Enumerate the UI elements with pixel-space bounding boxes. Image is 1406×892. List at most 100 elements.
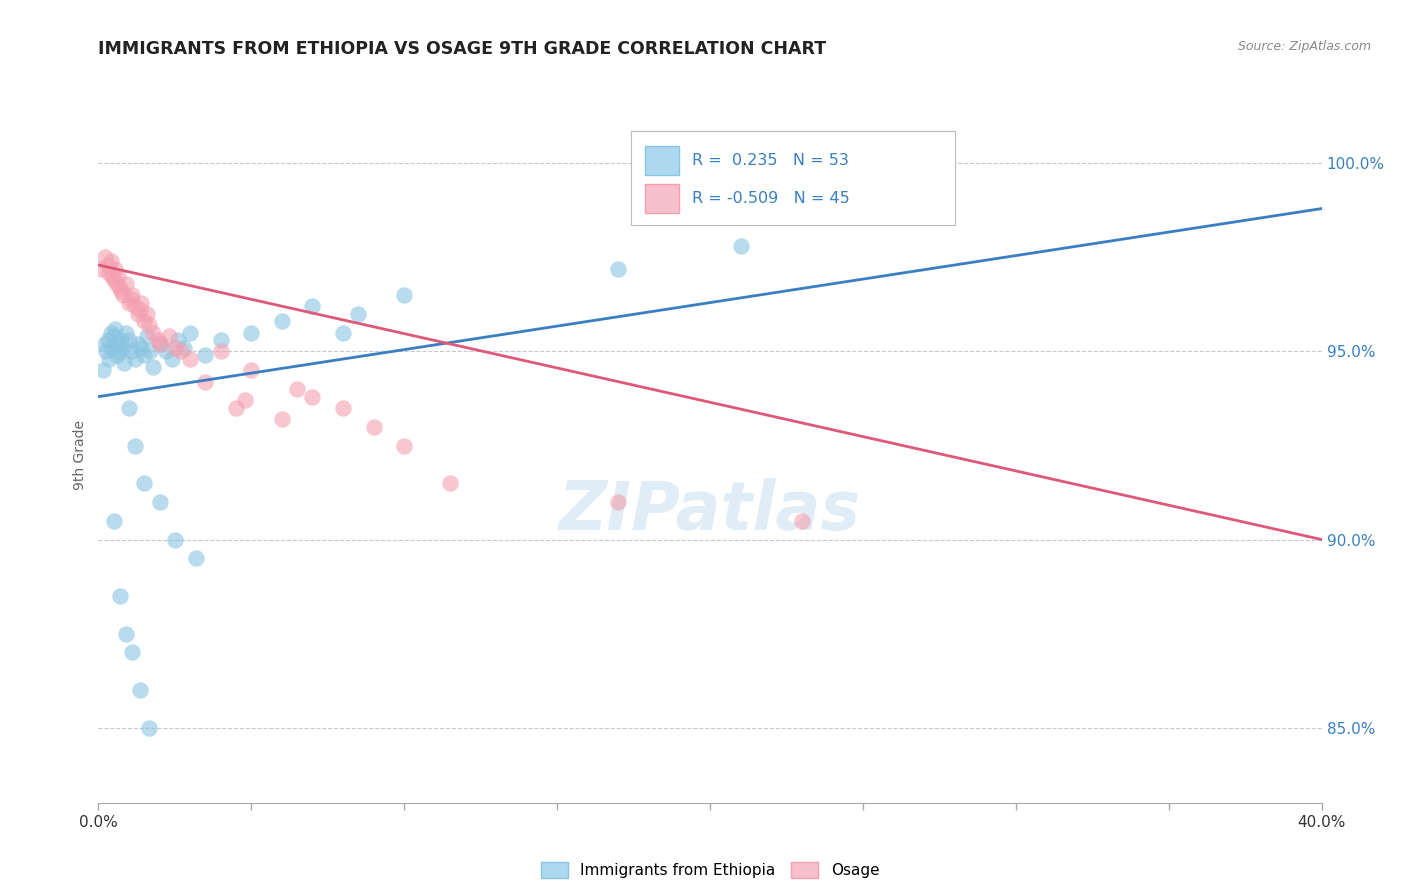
Text: ZIPatlas: ZIPatlas <box>560 477 860 543</box>
Point <box>93 251 115 265</box>
FancyBboxPatch shape <box>645 146 679 175</box>
Point <box>101 341 124 355</box>
Point <box>163 533 186 547</box>
Point <box>138 721 160 735</box>
Point <box>103 514 125 528</box>
Point <box>139 344 162 359</box>
Point <box>285 382 308 396</box>
Point <box>97 258 120 272</box>
Point <box>110 285 132 299</box>
Point <box>115 326 138 340</box>
Point <box>134 314 156 328</box>
Point <box>142 359 165 374</box>
Point <box>121 288 143 302</box>
Point <box>138 318 160 333</box>
Point <box>108 589 131 603</box>
Point <box>730 239 752 253</box>
Point <box>194 375 217 389</box>
Point <box>240 363 263 377</box>
Point <box>170 344 193 359</box>
Point <box>270 412 294 426</box>
Point <box>167 333 190 347</box>
Point <box>209 333 232 347</box>
Point <box>209 344 232 359</box>
Point <box>112 356 135 370</box>
Point <box>607 495 630 509</box>
Point <box>392 438 416 452</box>
Point <box>179 351 201 366</box>
Point <box>107 337 129 351</box>
Point <box>146 333 169 347</box>
Point <box>124 438 146 452</box>
Point <box>136 307 159 321</box>
Point <box>392 288 416 302</box>
Point <box>134 476 156 491</box>
Point <box>149 495 172 509</box>
Point <box>347 307 370 321</box>
Point <box>129 295 152 310</box>
Point <box>111 341 134 355</box>
Point <box>186 551 208 566</box>
Point <box>100 254 122 268</box>
Point <box>98 266 121 280</box>
Point <box>127 337 149 351</box>
Point <box>124 351 146 366</box>
Point <box>173 341 195 355</box>
Point <box>301 390 323 404</box>
Text: Source: ZipAtlas.com: Source: ZipAtlas.com <box>1237 40 1371 54</box>
Point <box>179 326 201 340</box>
Point <box>115 277 138 291</box>
Point <box>332 401 354 415</box>
Point <box>134 348 156 362</box>
Point <box>115 626 138 640</box>
Point <box>120 292 142 306</box>
Point <box>160 351 183 366</box>
Point <box>194 348 217 362</box>
Point <box>94 344 117 359</box>
Point <box>105 277 128 291</box>
Y-axis label: 9th Grade: 9th Grade <box>73 420 87 490</box>
Point <box>105 348 128 362</box>
Point <box>103 273 125 287</box>
Point <box>790 514 813 528</box>
Point <box>225 401 247 415</box>
Point <box>155 344 177 359</box>
Point <box>100 326 122 340</box>
FancyBboxPatch shape <box>645 184 679 213</box>
Text: R =  0.235   N = 53: R = 0.235 N = 53 <box>692 153 849 168</box>
Point <box>110 333 132 347</box>
Point <box>142 326 165 340</box>
Point <box>149 337 172 351</box>
Point <box>90 261 112 276</box>
Legend: Immigrants from Ethiopia, Osage: Immigrants from Ethiopia, Osage <box>533 855 887 886</box>
Point <box>121 645 143 659</box>
Point <box>111 288 134 302</box>
Point <box>108 280 131 294</box>
Point <box>108 344 131 359</box>
Point <box>91 363 114 377</box>
Point <box>129 341 152 355</box>
Point <box>301 299 323 313</box>
Point <box>121 344 143 359</box>
Text: R = -0.509   N = 45: R = -0.509 N = 45 <box>692 191 849 206</box>
Point <box>97 333 120 347</box>
Point <box>118 401 141 415</box>
Point <box>103 329 125 343</box>
Point <box>128 303 150 318</box>
Point <box>332 326 354 340</box>
Point <box>118 295 141 310</box>
Point <box>118 333 141 347</box>
Point <box>104 261 127 276</box>
Point <box>163 341 186 355</box>
Point <box>363 419 385 434</box>
Point <box>104 322 127 336</box>
Point <box>607 261 630 276</box>
Point <box>136 329 159 343</box>
Point <box>98 351 121 366</box>
Point <box>107 269 129 284</box>
Point <box>127 307 149 321</box>
Point <box>93 337 115 351</box>
Point <box>157 329 180 343</box>
Point <box>270 314 294 328</box>
Point <box>240 326 263 340</box>
